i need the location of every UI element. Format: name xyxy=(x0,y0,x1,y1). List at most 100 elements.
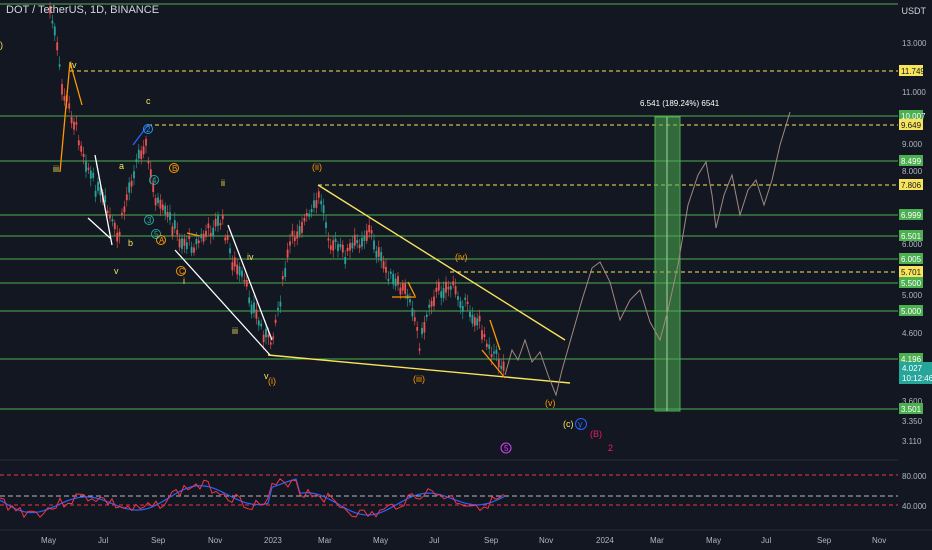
candle-body xyxy=(51,20,54,24)
candle-body xyxy=(233,257,236,267)
candle-body xyxy=(308,213,311,217)
candle-body xyxy=(452,281,455,286)
orange-line xyxy=(407,281,416,297)
level-tag-bg xyxy=(899,277,923,288)
candle-body xyxy=(224,237,227,241)
projection-path xyxy=(504,111,791,397)
candle-body xyxy=(205,230,207,237)
wave-label: iv xyxy=(70,60,77,70)
level-tag-bg xyxy=(899,110,923,121)
current-price-tag xyxy=(899,362,932,384)
level-tag: 3.501 xyxy=(901,405,922,414)
candle-body xyxy=(334,238,337,243)
price-tick: 4.600 xyxy=(902,329,923,338)
circled-label xyxy=(144,215,154,225)
candle-body xyxy=(322,205,325,214)
candle-body xyxy=(351,242,354,249)
candle-body xyxy=(99,187,102,196)
white-line xyxy=(227,224,273,341)
main-pane[interactable] xyxy=(0,0,898,460)
wave-label: a xyxy=(119,161,124,171)
candle-body xyxy=(248,297,251,304)
candle-body xyxy=(344,256,347,264)
candle-body xyxy=(125,194,128,201)
level-tag-bg xyxy=(899,253,923,264)
time-tick: May xyxy=(41,536,56,545)
level-tag: 5.500 xyxy=(901,279,922,288)
candle-body xyxy=(202,233,205,242)
candle-body xyxy=(219,223,222,226)
candle-body xyxy=(190,246,193,253)
candle-body xyxy=(58,64,61,67)
candle-body xyxy=(188,235,191,239)
candle-body xyxy=(226,234,229,240)
candle-body xyxy=(459,301,462,308)
current-price: 4.027 xyxy=(902,364,923,373)
price-tick: 13.000 xyxy=(902,39,927,48)
candle-body xyxy=(413,317,416,322)
candle-body xyxy=(502,361,505,371)
candle-body xyxy=(370,230,373,234)
time-axis[interactable]: May Jul Sep Nov 2023 Mar May Jul Sep Nov 2024 Mar Ma… xyxy=(41,536,886,545)
candle-body xyxy=(257,320,260,326)
candle-body xyxy=(337,244,339,252)
candle-body xyxy=(169,212,171,221)
level-tag-bg xyxy=(899,155,923,166)
candle-body xyxy=(409,299,411,303)
candle-body xyxy=(315,200,318,208)
level-tag-bg xyxy=(899,353,923,364)
candle-body xyxy=(339,244,342,248)
candle-body xyxy=(445,281,447,293)
candle-body xyxy=(197,240,200,244)
candle-body xyxy=(217,215,219,226)
price-tick: 9.000 xyxy=(902,140,923,149)
candle-body xyxy=(265,328,267,338)
candle-body xyxy=(152,182,155,193)
candle-body xyxy=(250,304,253,314)
candle-body xyxy=(82,153,85,157)
candle-body xyxy=(497,359,500,368)
candle-body xyxy=(154,198,157,206)
candle-body xyxy=(389,271,392,274)
time-tick: 2023 xyxy=(264,536,282,545)
candle-body xyxy=(70,117,73,124)
candle-body xyxy=(183,238,186,246)
level-tag: 6.501 xyxy=(901,232,922,241)
candle-body xyxy=(317,191,320,198)
candle-body xyxy=(454,286,457,295)
wave-labels: ) iv c iii a b v ii iv i iii v (i) (ii) … xyxy=(0,40,613,453)
circled-label xyxy=(143,124,153,134)
candle-body xyxy=(267,334,270,338)
indicator-tick: 40.000 xyxy=(902,502,927,511)
candle-body xyxy=(61,83,63,95)
candle-body xyxy=(104,195,107,203)
candle-body xyxy=(440,291,443,298)
candle-body xyxy=(176,229,179,235)
candle-body xyxy=(89,170,92,179)
candle-body xyxy=(353,234,356,246)
wave-label: iii xyxy=(232,326,238,336)
candle-body xyxy=(245,280,248,287)
candle-body xyxy=(471,314,474,324)
candle-body xyxy=(255,309,258,319)
candle-body xyxy=(229,248,231,254)
indicator-signal-line xyxy=(0,478,505,516)
wave-label: (c) xyxy=(563,419,574,429)
candle-body xyxy=(363,236,366,242)
circled-label-text: 3 xyxy=(147,216,152,225)
currency-label[interactable]: USDT xyxy=(901,6,927,16)
candle-body xyxy=(397,276,399,286)
wave-label: v xyxy=(114,266,119,276)
circled-label xyxy=(149,175,159,185)
candle-body xyxy=(159,199,162,209)
candle-body xyxy=(87,167,90,170)
wave-label: ii xyxy=(221,178,225,188)
orange-line xyxy=(59,61,71,173)
candle-body xyxy=(181,238,183,249)
candle-body xyxy=(272,336,275,339)
candle-body xyxy=(365,230,368,241)
candle-body xyxy=(301,221,303,233)
candle-body xyxy=(457,296,459,300)
price-tick: 8.000 xyxy=(902,167,923,176)
